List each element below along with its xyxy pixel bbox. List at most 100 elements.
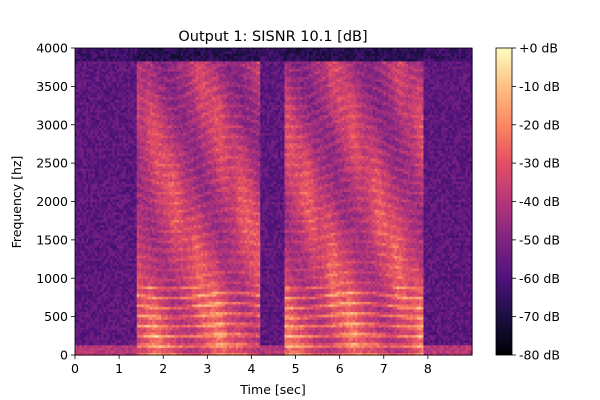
spectrogram-cell [125,48,129,52]
spectrogram-cell [127,183,131,187]
spectrogram-cell [114,260,118,264]
spectrogram-cell [75,193,78,197]
spectrogram-cell [99,193,103,197]
spectrogram-cell [101,352,105,356]
spectrogram-cell [77,288,81,292]
spectrogram-cell [110,106,114,110]
spectrogram-cell [88,329,92,333]
spectrogram-cell [141,50,144,54]
spectrogram-cell [83,247,87,251]
spectrogram-cell [127,178,131,182]
spectrogram-cell [86,201,89,205]
spectrogram-cell [163,352,167,356]
spectrogram-cell [77,265,81,269]
spectrogram-cell [143,293,147,297]
spectrogram-cell [149,50,153,54]
spectrogram-cell [83,227,87,231]
spectrogram-cell [90,244,94,249]
spectrogram-cell [101,268,105,272]
spectrogram-cell [108,319,111,323]
spectrogram-cell [88,239,92,244]
spectrogram-cell [136,65,140,70]
spectrogram-cell [123,234,127,238]
spectrogram-cell [154,73,158,77]
spectrogram-cell [123,78,127,82]
spectrogram-cell [127,344,131,348]
spectrogram-cell [149,303,153,307]
spectrogram-cell [112,142,116,146]
spectrogram-cell [141,252,144,256]
spectrogram-cell [110,268,114,272]
spectrogram-cell [81,76,85,80]
spectrogram-cell [79,344,83,348]
spectrogram-cell [143,291,147,295]
spectrogram-cell [90,227,94,231]
spectrogram-cell [147,48,151,52]
spectrogram-cell [161,152,164,157]
spectrogram-cell [134,291,138,295]
spectrogram-cell [90,239,94,244]
spectrogram-cell [77,129,81,134]
spectrogram-cell [163,134,167,139]
spectrogram-cell [156,168,160,172]
spectrogram-cell [116,273,120,277]
spectrogram-cell [134,232,138,236]
spectrogram-cell [138,270,142,274]
spectrogram-cell [132,285,136,290]
spectrogram-cell [130,127,133,131]
spectrogram-cell [125,65,129,70]
spectrogram-cell [105,181,109,185]
spectrogram-cell [116,65,120,70]
spectrogram-cell [75,285,78,290]
spectrogram-cell [103,94,107,98]
spectrogram-cell [114,291,118,295]
spectrogram-cell [88,211,92,215]
spectrogram-cell [90,96,94,100]
spectrogram-cell [108,224,111,228]
spectrogram-cell [154,257,158,261]
spectrogram-cell [75,319,78,323]
spectrogram-cell [86,232,89,236]
spectrogram-cell [141,291,144,295]
spectrogram-cell [127,122,131,126]
spectrogram-cell [112,321,116,325]
spectrogram-cell [83,104,87,108]
spectrogram-cell [149,268,153,272]
spectrogram-cell [154,349,158,354]
spectrogram-cell [112,324,116,328]
spectrogram-cell [156,145,160,149]
spectrogram-cell [123,119,127,123]
spectrogram-cell [127,219,131,223]
spectrogram-cell [163,173,167,177]
spectrogram-cell [114,99,118,103]
spectrogram-cell [77,81,81,85]
spectrogram-cell [161,104,164,108]
spectrogram-cell [114,86,118,90]
spectrogram-cell [116,163,120,167]
spectrogram-cell [90,78,94,82]
spectrogram-cell [81,117,85,121]
spectrogram-cell [163,94,167,98]
spectrogram-cell [136,227,140,231]
spectrogram-cell [143,91,147,95]
spectrogram-cell [103,293,107,297]
spectrogram-cell [134,50,138,54]
spectrogram-cell [138,326,142,331]
spectrogram-cell [83,311,87,315]
spectrogram-cell [141,129,144,134]
spectrogram-cell [143,196,147,200]
spectrogram-cell [119,334,122,338]
spectrogram-cell [136,137,140,141]
spectrogram-cell [79,255,83,259]
spectrogram-cell [145,265,149,269]
spectrogram-cell [121,265,125,269]
spectrogram-cell [145,60,149,64]
spectrogram-cell [132,140,136,144]
spectrogram-cell [127,186,131,190]
spectrogram-cell [105,129,109,134]
spectrogram-cell [108,301,111,305]
spectrogram-cell [77,48,81,52]
spectrogram-cell [116,106,120,110]
spectrogram-cell [86,96,89,100]
spectrogram-cell [145,244,149,249]
